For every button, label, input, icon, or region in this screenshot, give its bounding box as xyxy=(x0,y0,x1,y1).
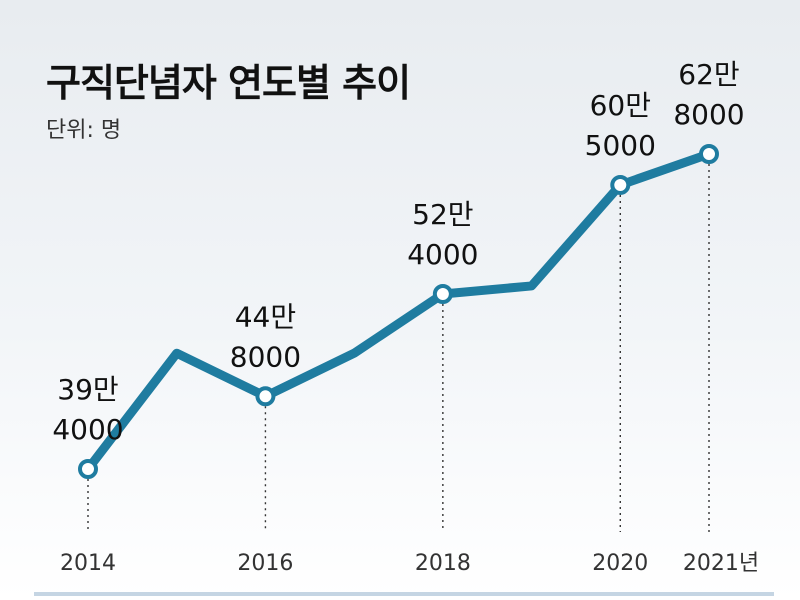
value-label-2016: 44만 8000 xyxy=(230,300,301,373)
point-marker-2014 xyxy=(78,459,98,479)
value-label-2018: 52만 4000 xyxy=(407,198,478,271)
point-marker-2018 xyxy=(432,284,453,304)
series-line xyxy=(83,149,714,474)
value-label-line2: 8000 xyxy=(230,340,301,373)
point-marker-2020 xyxy=(610,174,631,195)
value-label-line2: 8000 xyxy=(673,98,744,131)
value-label-line2: 5000 xyxy=(585,129,656,162)
x-tick-label-2021: 2021년 xyxy=(683,551,759,576)
bottom-rule xyxy=(34,592,774,596)
x-tick-label-2014: 2014 xyxy=(60,551,116,576)
value-label-line1: 52만 xyxy=(412,198,473,231)
value-label-2021: 62만 8000 xyxy=(673,58,744,131)
point-marker-2021 xyxy=(699,144,719,164)
x-tick-label-2020: 2020 xyxy=(592,551,648,576)
value-label-line2: 4000 xyxy=(52,413,123,446)
chart-title: 구직단념자 연도별 추이 xyxy=(46,61,411,105)
value-label-line1: 60만 xyxy=(590,89,651,122)
value-label-line1: 39만 xyxy=(57,373,118,406)
point-marker-2016 xyxy=(255,386,276,407)
value-label-line2: 4000 xyxy=(407,238,478,271)
x-tick-label-2018: 2018 xyxy=(415,551,471,576)
value-label-2014: 39만 4000 xyxy=(52,373,123,446)
x-tick-label-2016: 2016 xyxy=(237,551,293,576)
value-label-line1: 44만 xyxy=(235,300,296,333)
unit-label: 단위: 명 xyxy=(46,118,122,143)
value-label-line1: 62만 xyxy=(678,58,739,91)
value-label-2020: 60만 5000 xyxy=(585,89,656,162)
